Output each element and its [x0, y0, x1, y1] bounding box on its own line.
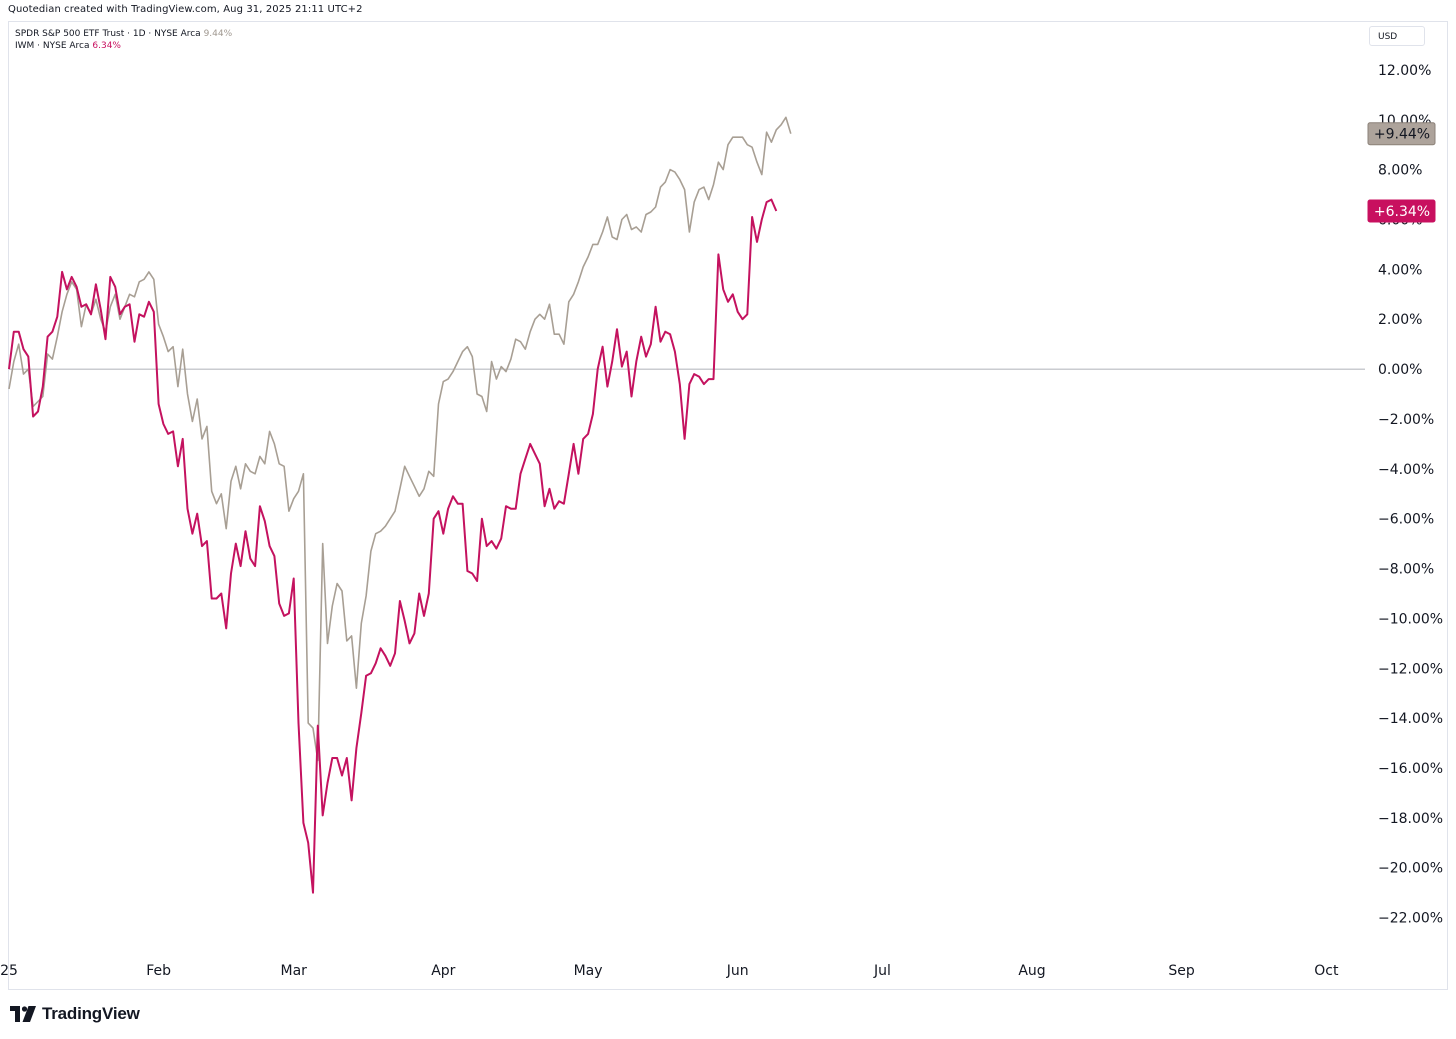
last-value-labels: +9.44% +6.34% [1367, 122, 1436, 223]
iwm-last-badge [1367, 199, 1436, 223]
y-tick-label: −16.00% [1378, 761, 1443, 777]
legend-spy-label: SPDR S&P 500 ETF Trust · 1D · NYSE Arca [15, 29, 201, 39]
tradingview-brand[interactable]: TradingView [10, 1003, 140, 1025]
y-tick-label: 8.00% [1378, 163, 1422, 179]
y-tick-label: 12.00% [1378, 63, 1431, 79]
chart-attribution: Quotedian created with TradingView.com, … [8, 4, 363, 15]
brand-name: TradingView [42, 1004, 140, 1023]
y-tick-label: 2.00% [1378, 312, 1422, 328]
y-tick-label: −22.00% [1378, 911, 1443, 927]
y-tick-label: −10.00% [1378, 611, 1443, 627]
x-tick-label: Mar [281, 963, 308, 979]
series-legend: SPDR S&P 500 ETF Trust · 1D · NYSE Arca … [15, 28, 232, 52]
spy-last-value-label: +9.44% [1374, 127, 1430, 143]
iwm-series-line[interactable] [8, 198, 778, 894]
x-tick-label: Oct [1314, 963, 1339, 979]
y-tick-label: −8.00% [1378, 562, 1434, 578]
tradingview-logo-icon [10, 1006, 36, 1022]
iwm-last-value-label: +6.34% [1374, 204, 1430, 220]
legend-iwm-label: IWM · NYSE Arca [15, 41, 90, 51]
y-tick-label: −14.00% [1378, 711, 1443, 727]
x-tick-label: Apr [431, 963, 455, 979]
y-tick-label: 4.00% [1378, 262, 1422, 278]
y-tick-label: −2.00% [1378, 412, 1434, 428]
spy-last-badge [1367, 122, 1436, 146]
y-tick-label: 0.00% [1378, 362, 1422, 378]
legend-row-iwm[interactable]: IWM · NYSE Arca 6.34% [15, 40, 232, 52]
legend-row-spy[interactable]: SPDR S&P 500 ETF Trust · 1D · NYSE Arca … [15, 28, 232, 40]
x-tick-label: Jul [873, 963, 891, 979]
y-tick-label: −4.00% [1378, 462, 1434, 478]
y-tick-label: −6.00% [1378, 512, 1434, 528]
x-tick-label: 25 [0, 963, 18, 979]
x-tick-label: Sep [1168, 963, 1195, 979]
y-axis[interactable]: 12.00%10.00%8.00%6.00%4.00%2.00%0.00%−2.… [1378, 63, 1443, 927]
currency-button[interactable]: USD [1369, 26, 1425, 46]
chart-frame [8, 21, 1448, 990]
y-tick-label: −18.00% [1378, 811, 1443, 827]
x-tick-label: May [574, 963, 603, 979]
legend-iwm-value: 6.34% [92, 41, 121, 51]
plot-area[interactable] [8, 116, 1365, 894]
y-tick-label: −20.00% [1378, 861, 1443, 877]
spy-series-line[interactable] [8, 116, 792, 762]
x-tick-label: Jun [726, 963, 749, 979]
legend-spy-value: 9.44% [203, 29, 233, 39]
x-axis[interactable]: 25 Feb Mar Apr May Jun Jul Aug Sep Oct [0, 963, 1339, 979]
y-tick-label: −12.00% [1378, 661, 1443, 677]
x-tick-label: Feb [146, 963, 171, 979]
x-tick-label: Aug [1018, 963, 1045, 979]
